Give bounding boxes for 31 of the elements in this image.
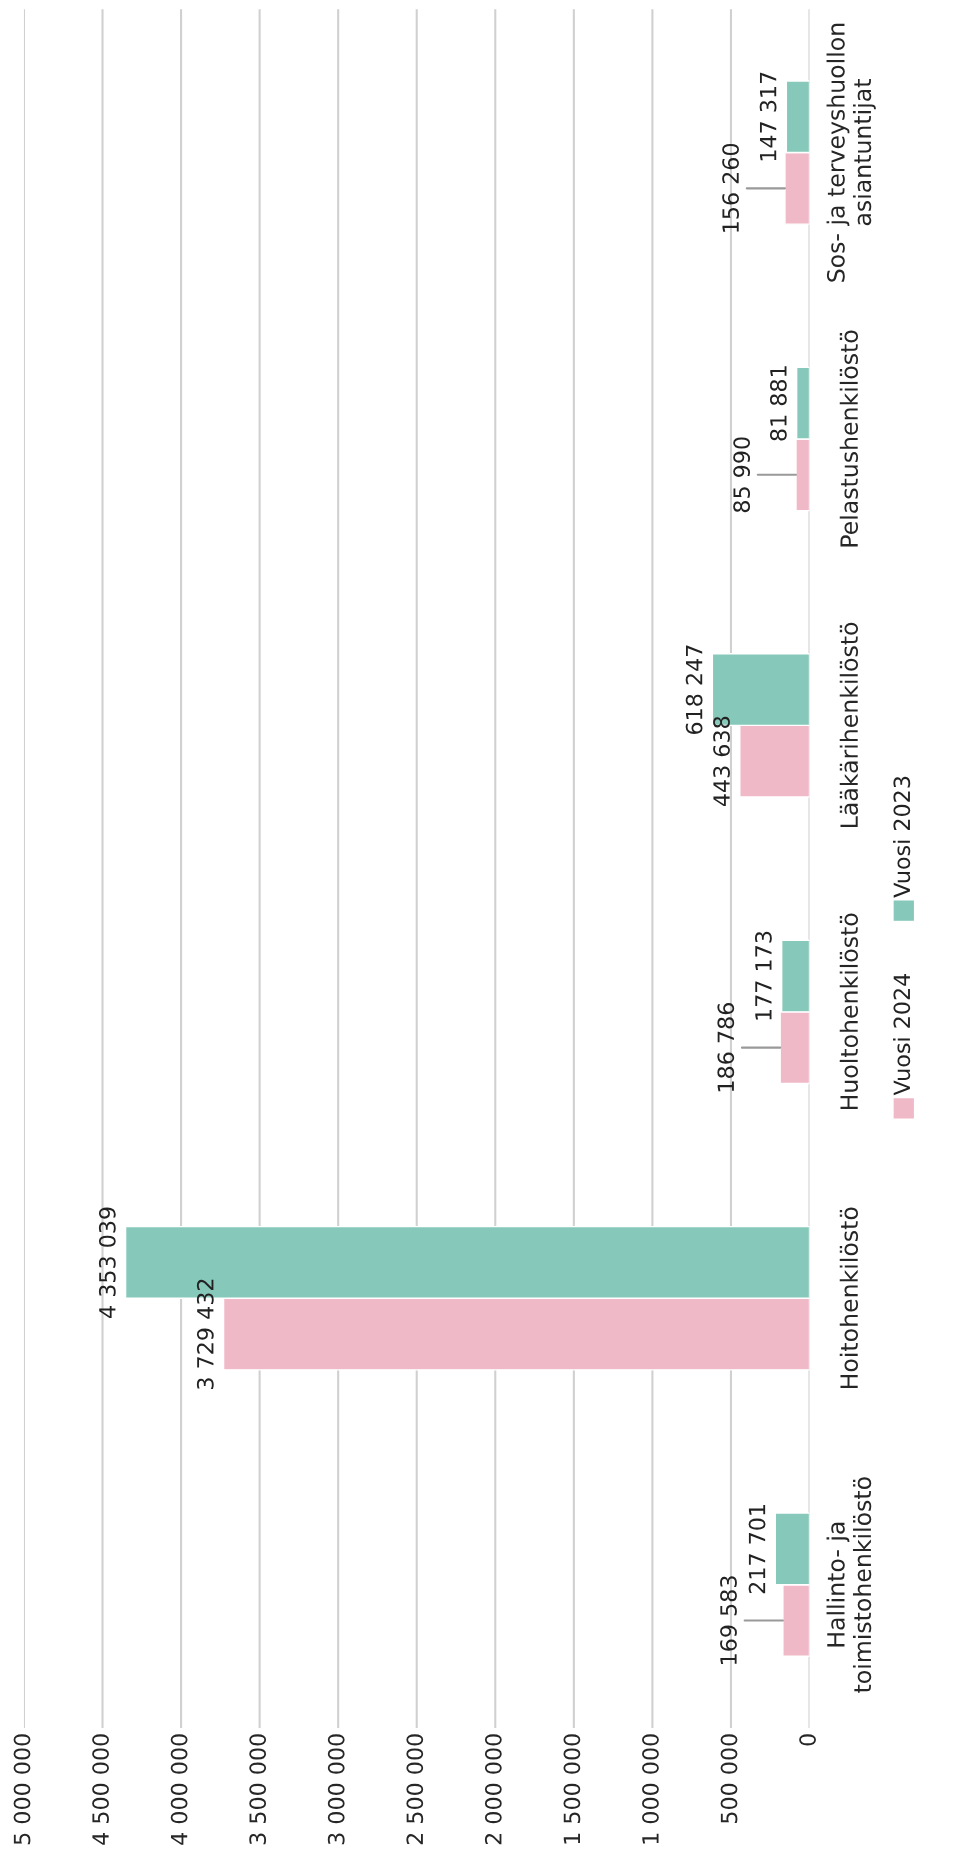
data-label: 81 881 <box>769 366 787 441</box>
data-label: 85 990 <box>733 437 751 513</box>
x-tick-label: 4 000 000 <box>170 1734 188 1845</box>
text: Vuosi 2024 <box>893 973 911 1096</box>
x-tick-label: 3 500 000 <box>249 1734 267 1845</box>
x-tick-label: 500 000 <box>720 1734 738 1823</box>
y-tick-label: Lääkärihenkilöstö <box>839 622 859 827</box>
data-label: 156 260 <box>722 143 739 232</box>
data-label: 186 786 <box>717 1003 735 1092</box>
x-tick-label: 5 000 000 <box>13 1734 31 1845</box>
y-tick-label: Hoitohenkilöstö <box>839 1207 859 1389</box>
x-tick-label: 2 500 000 <box>406 1734 424 1845</box>
y-tick-label: Huoltohenkilöstö <box>839 913 859 1110</box>
data-label: 443 638 <box>713 716 730 807</box>
x-tick-label: 4 500 000 <box>92 1734 109 1845</box>
text: Vuosi 2023 <box>893 776 911 898</box>
x-tick-label: 0 <box>799 1734 816 1746</box>
data-label: 3 729 432 <box>196 1279 214 1389</box>
data-label: 169 583 <box>720 1576 737 1664</box>
x-tick-label: 3 000 000 <box>327 1734 345 1845</box>
data-label: 147 317 <box>759 72 777 161</box>
x-tick-label: 1 000 000 <box>642 1734 659 1844</box>
data-label: 4 353 039 <box>98 1207 116 1318</box>
x-tick-label: 1 500 000 <box>563 1734 581 1844</box>
y-tick-label: Pelastushenkilöstö <box>839 330 859 547</box>
data-label: 618 247 <box>685 645 703 734</box>
data-label: 177 173 <box>755 931 772 1020</box>
data-label: 217 701 <box>748 1504 766 1594</box>
y-tick-label: Sos- ja terveyshuollon asiantuntijat <box>826 23 876 282</box>
y-tick-label: Hallinto- ja toimistohenkilöstö <box>826 1477 872 1693</box>
x-tick-label: 2 000 000 <box>484 1734 502 1845</box>
